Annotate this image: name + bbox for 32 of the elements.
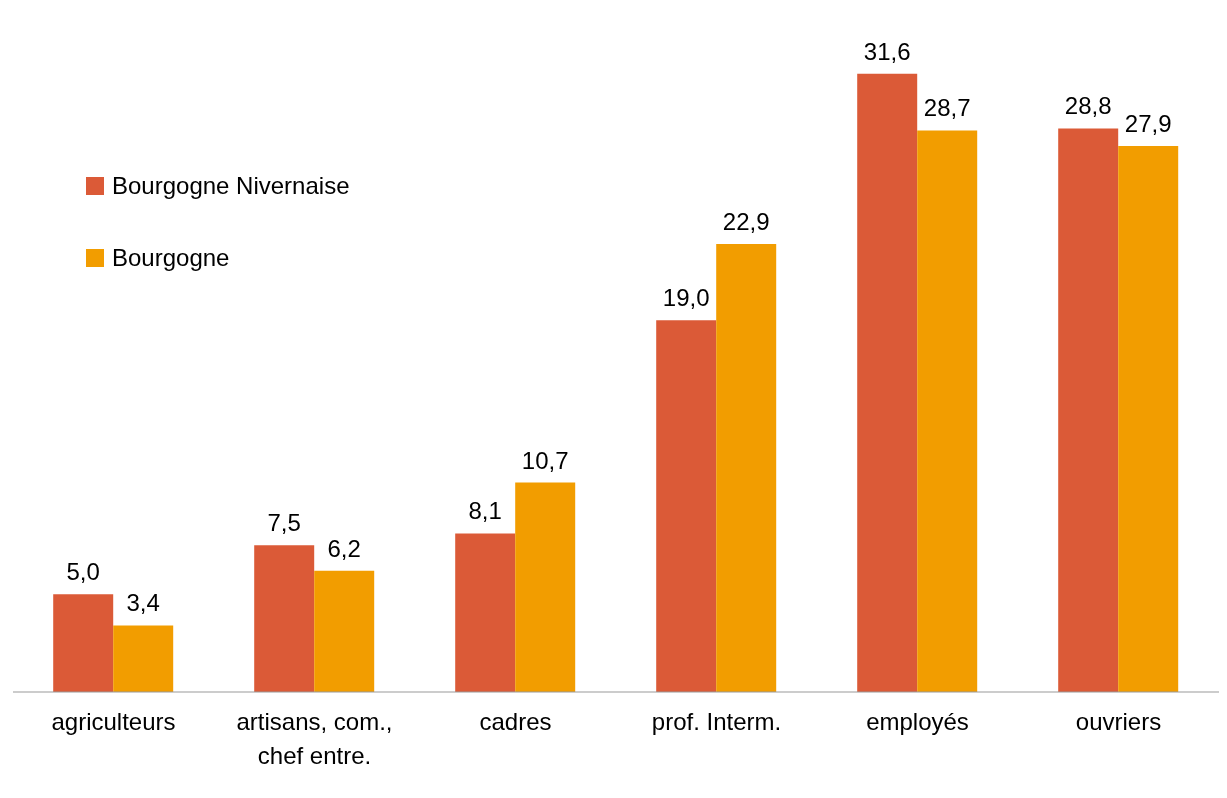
data-label: 27,9 [1124,110,1172,138]
bar [455,533,516,692]
x-tick-label: agriculteurs [51,708,176,735]
data-label: 6,2 [327,534,361,562]
bar [857,73,918,692]
x-tick-label: ouvriers [1075,708,1162,735]
bar [716,243,777,692]
data-label: 22,9 [722,207,770,235]
data-label: 7,5 [267,509,301,537]
bar [53,594,114,692]
bar [1058,128,1119,692]
x-tick-label: artisans, com., chef entre. [236,708,393,769]
bar [254,545,315,692]
legend-label: Bourgogne Nivernaise [112,172,350,200]
data-label: 10,7 [521,446,569,474]
data-label: 31,6 [863,37,911,65]
bar [656,320,717,692]
bar [515,482,576,692]
bar [1118,146,1179,692]
x-tick-label: employés [866,708,969,735]
data-label: 19,0 [662,284,710,312]
data-label: 28,7 [923,94,971,122]
bar [113,625,174,692]
data-label: 5,0 [66,558,100,586]
data-label: 8,1 [468,497,502,525]
bar [314,570,375,692]
data-label: 28,8 [1064,92,1112,120]
bar [917,130,978,692]
data-label: 3,4 [126,589,160,617]
x-tick-label: prof. Interm. [651,708,782,735]
legend-label: Bourgogne [112,244,230,272]
x-tick-label: cadres [479,708,552,735]
